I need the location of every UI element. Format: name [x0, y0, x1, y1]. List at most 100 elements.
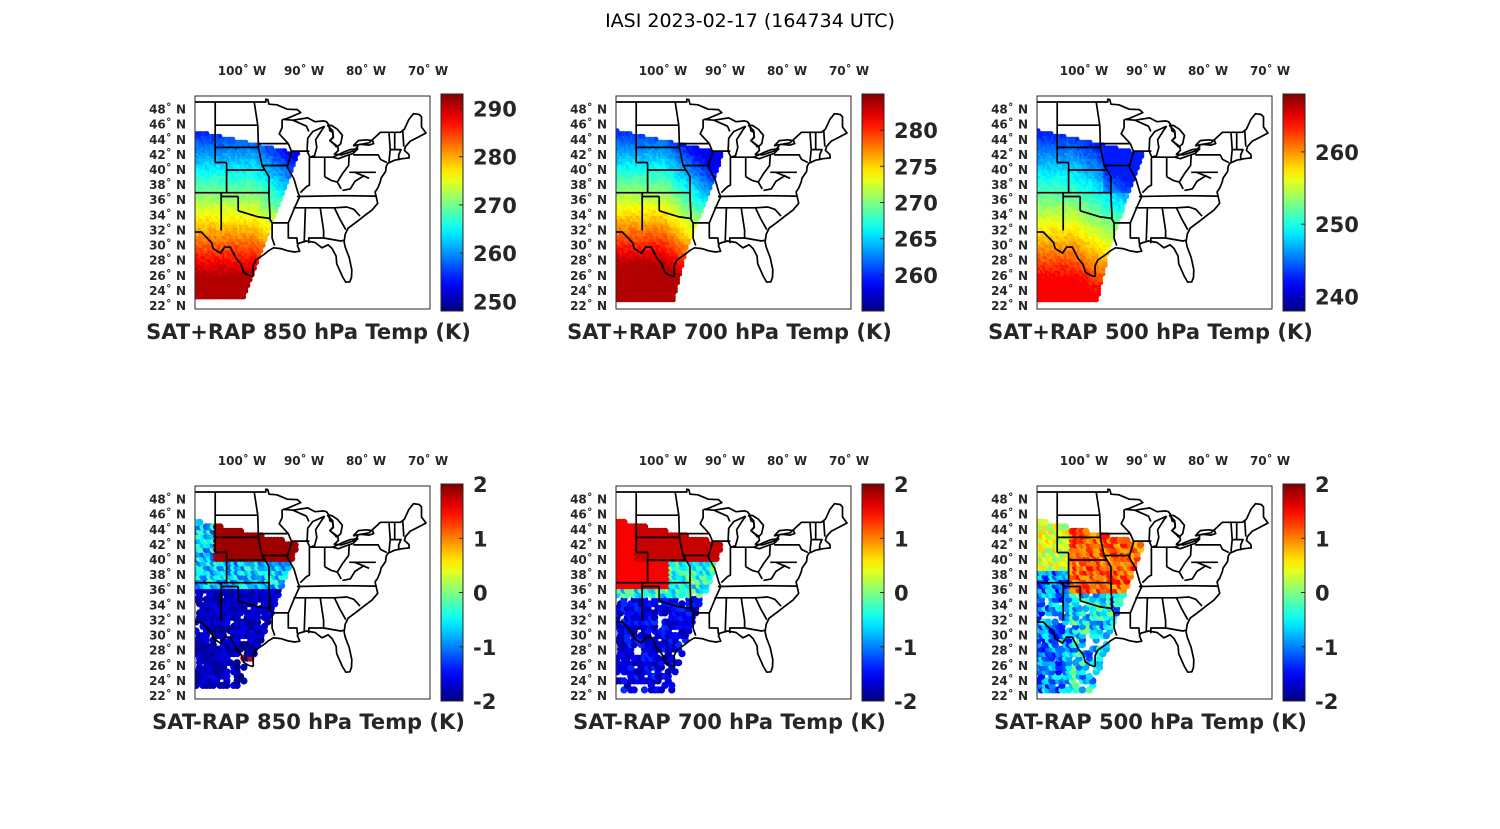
lat-tick-label: 38˚ N — [149, 567, 186, 582]
lat-tick-label: 48˚ N — [570, 102, 607, 117]
lat-tick-label: 46˚ N — [149, 507, 186, 522]
lat-tick-label: 48˚ N — [149, 102, 186, 117]
lat-tick-label: 40˚ N — [149, 162, 186, 177]
lat-tick-label: 36˚ N — [991, 582, 1028, 597]
lon-tick-label: 80˚ W — [1188, 453, 1228, 468]
lat-tick-label: 30˚ N — [570, 238, 607, 253]
lon-tick-label: 100˚ W — [218, 453, 266, 468]
colorbar-tick-label: -1 — [894, 636, 917, 660]
colorbar-tick-label: 2 — [894, 473, 909, 497]
lon-tick-label: 90˚ W — [1126, 453, 1166, 468]
lat-tick-label: 32˚ N — [149, 612, 186, 627]
colorbar-tick-label: 265 — [894, 228, 938, 252]
lon-tick-label: 80˚ W — [767, 453, 807, 468]
lat-tick-label: 34˚ N — [149, 597, 186, 612]
lat-tick-label: 28˚ N — [149, 643, 186, 658]
lat-tick-label: 48˚ N — [570, 492, 607, 507]
lat-tick-label: 30˚ N — [991, 238, 1028, 253]
lon-tick-label: 90˚ W — [284, 63, 324, 78]
lat-tick-label: 36˚ N — [149, 582, 186, 597]
colorbar-tick-label: -2 — [1315, 690, 1338, 714]
lon-tick-label: 70˚ W — [829, 453, 869, 468]
lat-tick-label: 32˚ N — [991, 612, 1028, 627]
colorbar-tick-label: -2 — [894, 690, 917, 714]
colorbar-tick-label: 260 — [894, 264, 938, 288]
lat-tick-label: 34˚ N — [570, 207, 607, 222]
colorbar-tick-label: 1 — [1315, 527, 1330, 551]
lat-tick-label: 48˚ N — [991, 492, 1028, 507]
lat-tick-label: 44˚ N — [991, 132, 1028, 147]
lat-tick-label: 44˚ N — [570, 522, 607, 537]
lon-tick-label: 70˚ W — [1250, 453, 1290, 468]
lat-tick-label: 22˚ N — [149, 298, 186, 313]
lat-tick-label: 38˚ N — [991, 567, 1028, 582]
lat-tick-label: 44˚ N — [149, 132, 186, 147]
lat-tick-label: 40˚ N — [991, 552, 1028, 567]
lat-tick-label: 26˚ N — [149, 268, 186, 283]
panel-title: SAT-RAP 700 hPa Temp (K) — [573, 710, 886, 734]
lat-tick-label: 42˚ N — [991, 537, 1028, 552]
lon-tick-label: 90˚ W — [284, 453, 324, 468]
lat-tick-label: 30˚ N — [991, 628, 1028, 643]
lat-tick-label: 26˚ N — [570, 658, 607, 673]
colorbar-tick-label: 280 — [473, 146, 517, 170]
colorbar-tick-label: 280 — [894, 119, 938, 143]
colorbar-tick-label: 2 — [1315, 473, 1330, 497]
lat-tick-label: 46˚ N — [991, 117, 1028, 132]
figure-title: IASI 2023-02-17 (164734 UTC) — [605, 10, 895, 32]
lat-tick-label: 22˚ N — [149, 688, 186, 703]
lat-tick-label: 40˚ N — [570, 552, 607, 567]
colorbar — [441, 94, 463, 311]
lat-tick-label: 22˚ N — [570, 298, 607, 313]
lat-tick-label: 22˚ N — [991, 298, 1028, 313]
lat-tick-label: 44˚ N — [149, 522, 186, 537]
colorbar-tick-label: -1 — [473, 636, 496, 660]
lat-tick-label: 48˚ N — [991, 102, 1028, 117]
lat-tick-label: 26˚ N — [149, 658, 186, 673]
lat-tick-label: 38˚ N — [149, 177, 186, 192]
lat-tick-label: 42˚ N — [991, 147, 1028, 162]
lat-tick-label: 48˚ N — [149, 492, 186, 507]
lon-tick-label: 100˚ W — [1060, 63, 1108, 78]
lat-tick-label: 42˚ N — [570, 147, 607, 162]
lat-tick-label: 24˚ N — [991, 673, 1028, 688]
lat-tick-label: 28˚ N — [991, 643, 1028, 658]
lat-tick-label: 22˚ N — [570, 688, 607, 703]
colorbar-tick-label: 250 — [473, 290, 517, 314]
lat-tick-label: 42˚ N — [570, 537, 607, 552]
colorbar-tick-label: -1 — [1315, 636, 1338, 660]
lat-tick-label: 30˚ N — [149, 238, 186, 253]
lat-tick-label: 24˚ N — [149, 283, 186, 298]
lon-tick-label: 90˚ W — [1126, 63, 1166, 78]
lon-tick-label: 90˚ W — [705, 453, 745, 468]
lon-tick-label: 70˚ W — [829, 63, 869, 78]
lat-tick-label: 46˚ N — [149, 117, 186, 132]
colorbar-tick-label: 0 — [1315, 582, 1330, 606]
lat-tick-label: 30˚ N — [570, 628, 607, 643]
lat-tick-label: 44˚ N — [991, 522, 1028, 537]
lat-tick-label: 28˚ N — [991, 253, 1028, 268]
colorbar-tick-label: 1 — [473, 527, 488, 551]
lat-tick-label: 26˚ N — [991, 268, 1028, 283]
lon-tick-label: 80˚ W — [346, 453, 386, 468]
lat-tick-label: 40˚ N — [149, 552, 186, 567]
lat-tick-label: 42˚ N — [149, 147, 186, 162]
lat-tick-label: 24˚ N — [991, 283, 1028, 298]
lat-tick-label: 32˚ N — [149, 222, 186, 237]
panel-title: SAT-RAP 500 hPa Temp (K) — [994, 710, 1307, 734]
lat-tick-label: 36˚ N — [991, 192, 1028, 207]
panel-title: SAT-RAP 850 hPa Temp (K) — [152, 710, 465, 734]
lon-tick-label: 80˚ W — [346, 63, 386, 78]
lat-tick-label: 34˚ N — [149, 207, 186, 222]
colorbar-tick-label: 250 — [1315, 213, 1359, 237]
colorbar-tick-label: 270 — [894, 192, 938, 216]
colorbar-tick-label: 1 — [894, 527, 909, 551]
colorbar-tick-label: 290 — [473, 98, 517, 122]
lat-tick-label: 36˚ N — [570, 582, 607, 597]
lat-tick-label: 40˚ N — [570, 162, 607, 177]
lon-tick-label: 80˚ W — [767, 63, 807, 78]
